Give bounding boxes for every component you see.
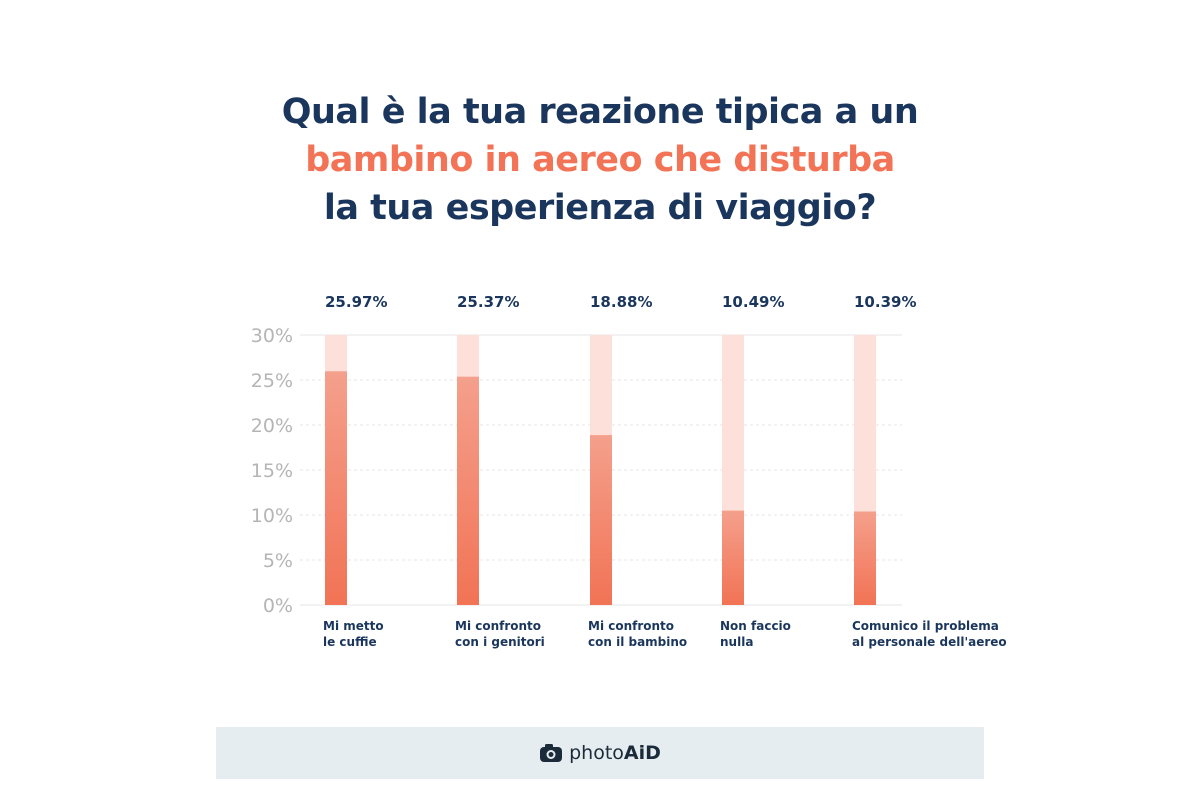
y-tick-label: 20% xyxy=(251,415,293,437)
brand-logo: photoAiD xyxy=(569,742,661,764)
title-line-3: la tua esperienza di viaggio? xyxy=(323,188,877,228)
title-line-1: Qual è la tua reazione tipica a un xyxy=(281,92,919,132)
bar xyxy=(722,510,744,605)
camera-icon xyxy=(540,744,563,762)
category-label: con il bambino xyxy=(588,635,687,649)
category-label: Mi confronto xyxy=(588,619,674,633)
category-label: Non faccio xyxy=(720,619,791,633)
title-line-2: bambino in aereo che disturba xyxy=(305,140,895,180)
value-label: 10.39% xyxy=(854,293,916,311)
value-label: 25.97% xyxy=(325,293,387,311)
bar xyxy=(590,435,612,605)
bar xyxy=(457,376,479,605)
category-label: Mi confronto xyxy=(455,619,541,633)
y-tick-label: 15% xyxy=(251,460,293,482)
chart-title: Qual è la tua reazione tipica a un bambi… xyxy=(0,88,1200,232)
value-label: 10.49% xyxy=(722,293,784,311)
category-label: al personale dell'aereo xyxy=(852,635,1007,649)
category-label: con i genitori xyxy=(455,635,545,649)
y-tick-label: 30% xyxy=(251,325,293,347)
footer-brand-bar: photoAiD xyxy=(216,727,984,779)
bar xyxy=(854,511,876,605)
y-tick-label: 5% xyxy=(263,550,293,572)
y-tick-label: 10% xyxy=(251,505,293,527)
value-label: 25.37% xyxy=(457,293,519,311)
category-label: nulla xyxy=(720,635,753,649)
category-label: Mi metto xyxy=(323,619,384,633)
brand-prefix: photo xyxy=(569,742,624,764)
category-label: le cuffie xyxy=(323,635,377,649)
category-label: Comunico il problema xyxy=(852,619,999,633)
value-label: 18.88% xyxy=(590,293,652,311)
y-tick-label: 0% xyxy=(263,595,293,617)
brand-suffix: AiD xyxy=(623,742,661,764)
y-tick-label: 25% xyxy=(251,370,293,392)
bar xyxy=(325,371,347,605)
bar-chart: 0% 5% 10% 15% 20% 25% 30% 25.97% Mi metto le cuff… xyxy=(251,293,1007,649)
